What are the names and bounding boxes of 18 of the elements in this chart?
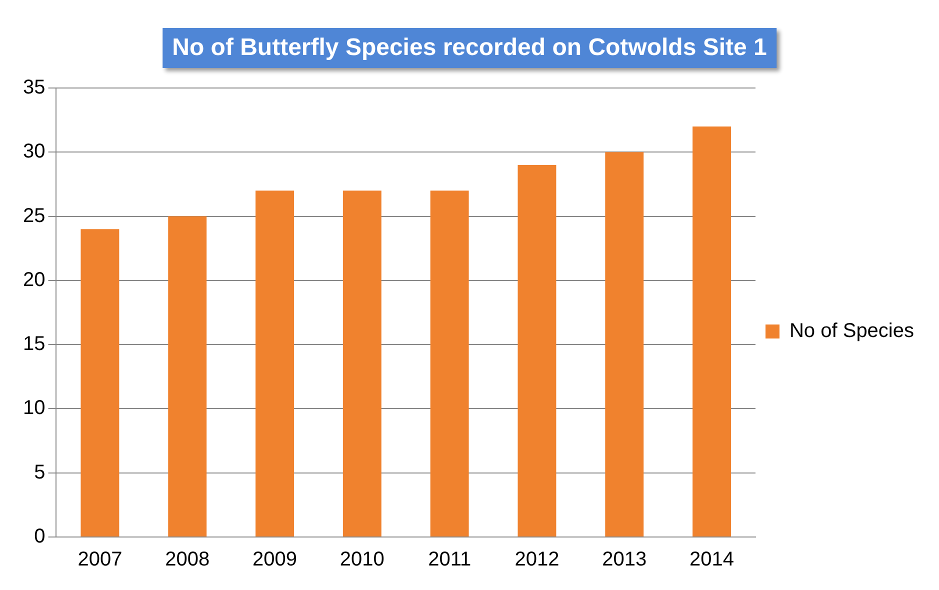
x-tick-label: 2008	[165, 548, 210, 571]
x-tick-label: 2013	[602, 548, 647, 571]
y-tick-label: 30	[22, 140, 46, 163]
x-tick-label: 2012	[514, 548, 560, 571]
y-tick-label: 35	[22, 76, 46, 99]
x-tick-label: 2011	[428, 548, 472, 571]
y-tick-label: 5	[34, 461, 46, 484]
y-tick-label: 0	[34, 526, 46, 548]
legend-label: No of Species	[789, 320, 914, 342]
x-tick-label: 2014	[690, 548, 734, 571]
y-tick-label: 15	[22, 333, 46, 356]
y-tick-label: 10	[22, 397, 46, 420]
x-tick-label: 2010	[340, 548, 384, 571]
chart-title: No of Butterfly Species recorded on Cotwolds Site 1	[162, 28, 777, 68]
y-tick-label: 25	[22, 204, 46, 227]
x-tick-label: 2009	[252, 548, 298, 571]
x-tick-label: 2007	[78, 548, 122, 571]
y-tick-label: 20	[22, 268, 46, 291]
